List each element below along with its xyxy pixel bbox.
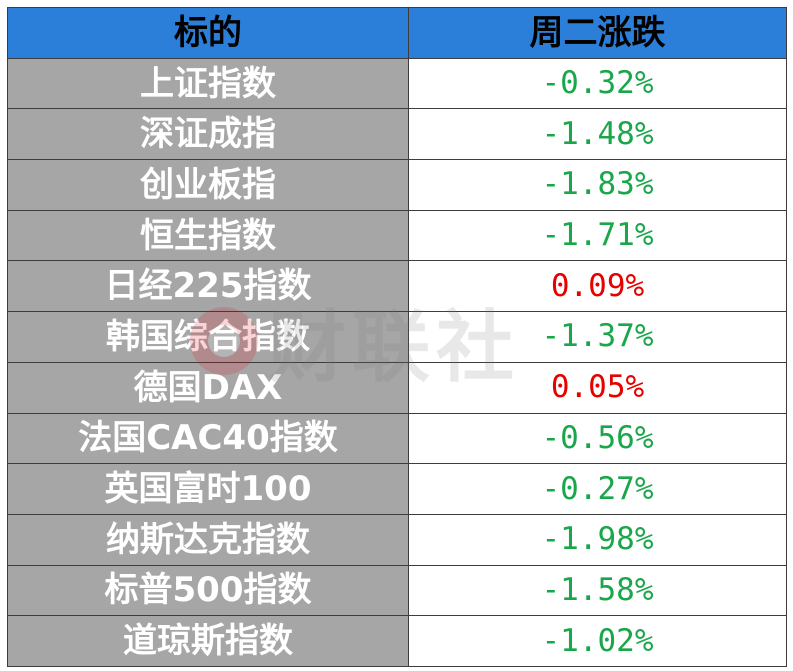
index-change: 0.09% <box>408 260 787 313</box>
index-change: -1.71% <box>408 209 787 262</box>
table-row: 恒生指数 -1.71% <box>7 209 787 262</box>
table-row: 英国富时100 -0.27% <box>7 463 787 515</box>
index-name: 日经225指数 <box>7 260 409 313</box>
index-name: 深证成指 <box>7 108 409 161</box>
index-change: -0.32% <box>408 57 787 110</box>
table-body: 上证指数 -0.32% 深证成指 -1.48% 创业板指 -1.83% 恒生指数 -1.71%… <box>7 57 787 667</box>
market-change-table: 标的 周二涨跌 上证指数 -0.32% 深证成指 -1.48% 创业板指 -1.83% 恒生… <box>7 7 787 667</box>
table-row: 韩国综合指数 -1.37% <box>7 311 787 363</box>
index-name: 创业板指 <box>7 159 409 211</box>
table-row: 上证指数 -0.32% <box>7 57 787 110</box>
header-row: 标的 周二涨跌 <box>7 7 787 59</box>
header-change: 周二涨跌 <box>408 7 787 59</box>
index-name: 德国DAX <box>7 361 409 414</box>
index-name: 韩国综合指数 <box>7 311 409 363</box>
index-change: -1.37% <box>408 311 787 363</box>
index-change: -0.56% <box>408 412 787 465</box>
index-change: -1.02% <box>408 615 787 667</box>
table-row: 纳斯达克指数 -1.98% <box>7 513 787 566</box>
index-name: 标普500指数 <box>7 564 409 617</box>
index-name: 纳斯达克指数 <box>7 513 409 566</box>
index-name: 英国富时100 <box>7 463 409 515</box>
index-name: 恒生指数 <box>7 209 409 262</box>
table-row: 深证成指 -1.48% <box>7 108 787 161</box>
index-change: 0.05% <box>408 361 787 414</box>
table-row: 标普500指数 -1.58% <box>7 564 787 617</box>
index-change: -1.58% <box>408 564 787 617</box>
index-change: -1.48% <box>408 108 787 161</box>
index-change: -1.83% <box>408 159 787 211</box>
header-name: 标的 <box>7 7 409 59</box>
index-change: -1.98% <box>408 513 787 566</box>
index-change: -0.27% <box>408 463 787 515</box>
table-row: 德国DAX 0.05% <box>7 361 787 414</box>
index-name: 上证指数 <box>7 57 409 110</box>
table-row: 道琼斯指数 -1.02% <box>7 615 787 667</box>
table-row: 法国CAC40指数 -0.56% <box>7 412 787 465</box>
table-row: 创业板指 -1.83% <box>7 159 787 211</box>
index-name: 道琼斯指数 <box>7 615 409 667</box>
index-name: 法国CAC40指数 <box>7 412 409 465</box>
table-row: 日经225指数 0.09% <box>7 260 787 313</box>
